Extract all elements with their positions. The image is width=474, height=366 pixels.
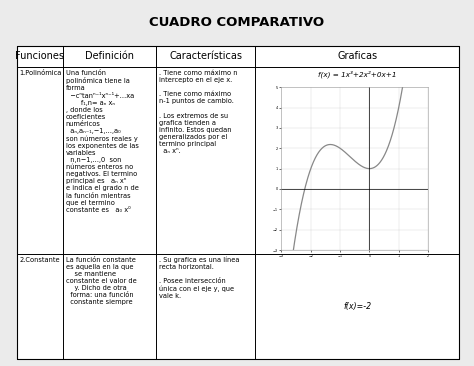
Text: f(x) = 1x³+2x²+0x+1: f(x) = 1x³+2x²+0x+1 — [318, 70, 396, 78]
Text: f(x)=-2: f(x)=-2 — [343, 302, 371, 311]
Text: Graficas: Graficas — [337, 51, 377, 61]
Text: 1.Polinómica: 1.Polinómica — [19, 70, 62, 76]
Text: Definición: Definición — [85, 51, 134, 61]
FancyBboxPatch shape — [17, 46, 459, 359]
Text: Funciones: Funciones — [15, 51, 64, 61]
Text: 2.Constante: 2.Constante — [19, 257, 60, 263]
Text: Características: Características — [169, 51, 242, 61]
Text: La función constante
es aquella en la que
    se mantiene
constante el valor de
: La función constante es aquella en la qu… — [66, 257, 137, 305]
Text: . Su grafica es una línea
recta horizontal.

. Posee intersección
única con el e: . Su grafica es una línea recta horizont… — [159, 257, 239, 299]
Text: . Tiene como máximo n
intercepto en el eje x.

. Tiene como máximo
n-1 puntos de: . Tiene como máximo n intercepto en el e… — [159, 70, 237, 154]
Text: CUADRO COMPARATIVO: CUADRO COMPARATIVO — [149, 16, 325, 30]
Text: Una función
polinómica tiene la
forma
  −cⁿtanⁿ⁻¹xⁿ⁻¹+…xa
       f₁,n= aₙ xₙ
, d: Una función polinómica tiene la forma −c… — [66, 70, 139, 213]
